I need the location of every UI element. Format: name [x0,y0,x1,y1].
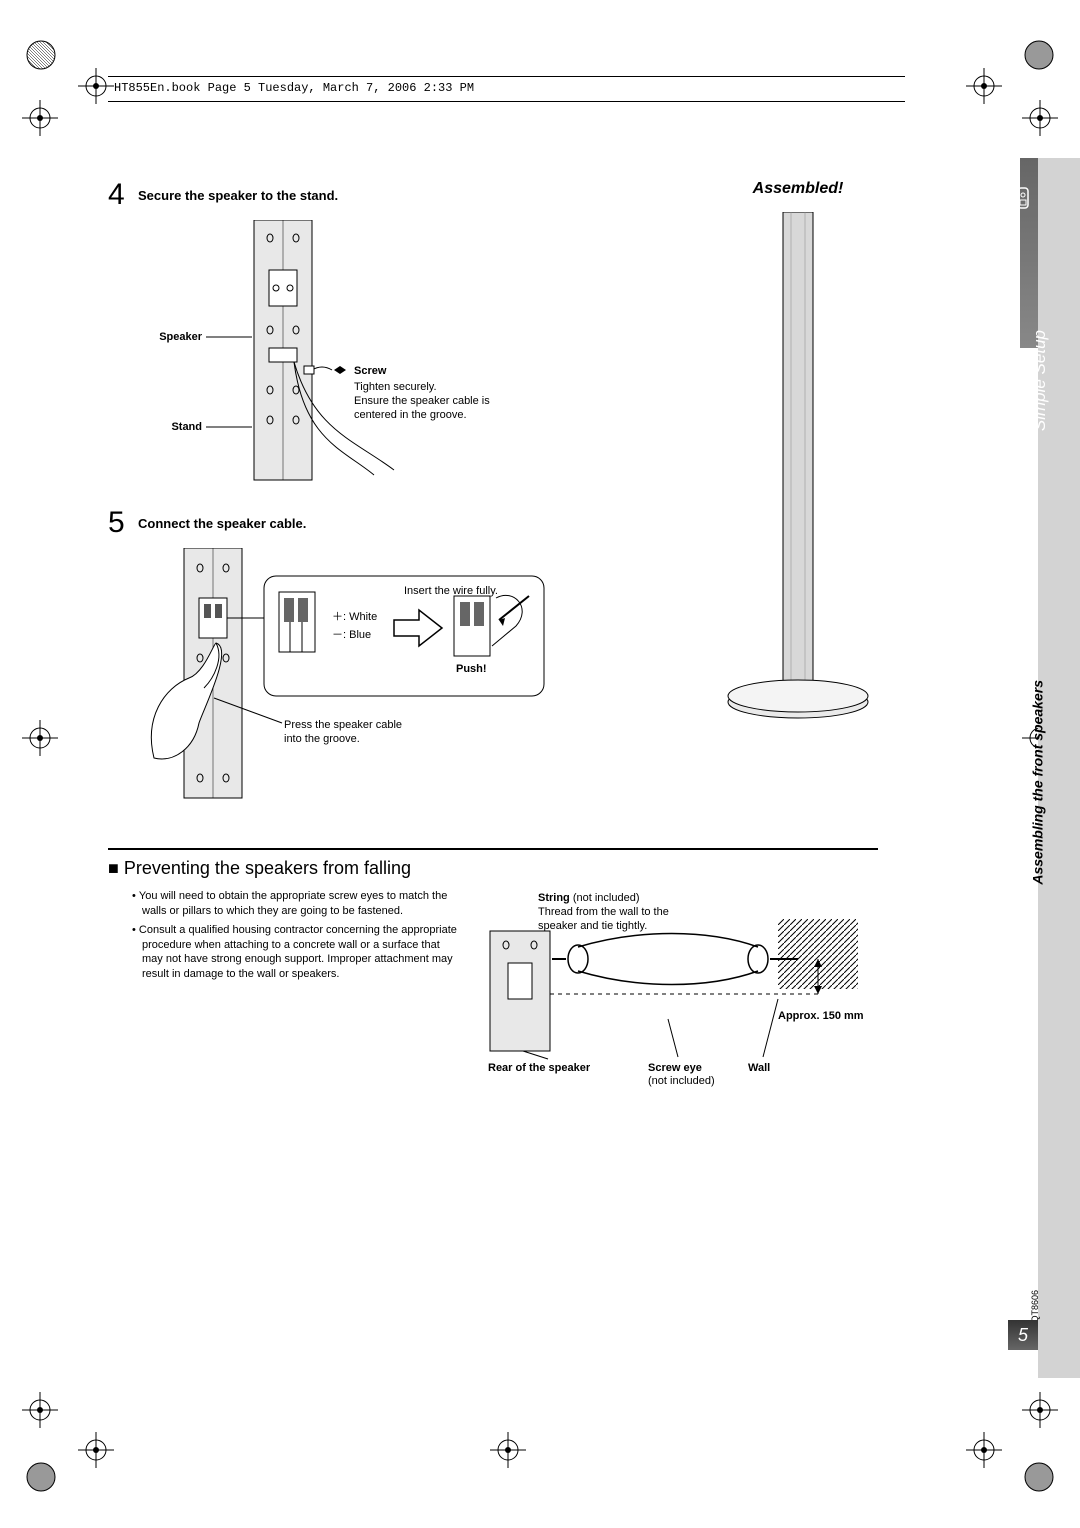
label-dist: Approx. 150 mm [778,1010,864,1022]
reg-mark [22,100,58,136]
page-number: 5 [1008,1320,1038,1350]
reg-mark [1022,1392,1058,1428]
side-chapter: Simple Setup [1030,330,1050,431]
step-title: Connect the speaker cable. [138,516,306,531]
label-screw-eye-n: (not included) [648,1075,715,1087]
reg-mark [490,1432,526,1468]
label-press: Press the speaker cable [284,719,402,731]
reg-mark [78,1432,114,1468]
reg-mark [22,720,58,756]
label-screw-eye: Screw eye [648,1062,702,1074]
label-screw-note: Tighten securely. [354,381,437,393]
assembled: Assembled! [668,180,928,737]
crop-mark [1016,1454,1062,1500]
assembled-title: Assembled! [668,180,928,198]
reg-mark [966,1432,1002,1468]
label-string-l2: Thread from the wall to the [538,906,669,918]
step-number: 5 [108,508,138,538]
svg-text:String (not included): String (not included) [538,892,640,904]
label-string-n: (not included) [570,892,640,904]
label-stand: Stand [171,421,202,433]
label-press: into the groove. [284,733,360,745]
bullet-list: You will need to obtain the appropriate … [132,889,458,1094]
label-wall: Wall [748,1062,770,1074]
label-minus: －: Blue [332,629,371,641]
label-rear: Rear of the speaker [488,1062,591,1074]
bullet: Consult a qualified housing contractor c… [132,923,458,982]
divider [108,848,878,850]
label-push: Push! [456,663,487,675]
crop-mark [1016,32,1062,78]
section-heading: ■ Preventing the speakers from falling [108,858,878,879]
reg-mark [966,68,1002,104]
figure-prevent: String (not included) Thread from the wa… [478,889,878,1094]
speaker-icon [1012,186,1034,217]
bullet: You will need to obtain the appropriate … [132,889,458,919]
label-insert: Insert the wire fully. [404,585,498,597]
reg-mark [22,1392,58,1428]
label-screw-note: Ensure the speaker cable is [354,395,490,407]
side-section: Assembling the front speakers [1030,680,1046,885]
label-screw-note: centered in the groove. [354,409,467,421]
step-number: 4 [108,180,138,210]
label-plus: ＋: White [332,611,377,623]
step-title: Secure the speaker to the stand. [138,188,338,203]
crop-mark [18,32,64,78]
label-screw: Screw [354,365,387,377]
reg-mark [1022,100,1058,136]
label-string: String [538,892,570,904]
label-string-l3: speaker and tie tightly. [538,920,647,932]
crop-mark [18,1454,64,1500]
running-head: HT855En.book Page 5 Tuesday, March 7, 20… [108,76,905,102]
label-speaker: Speaker [159,331,203,343]
